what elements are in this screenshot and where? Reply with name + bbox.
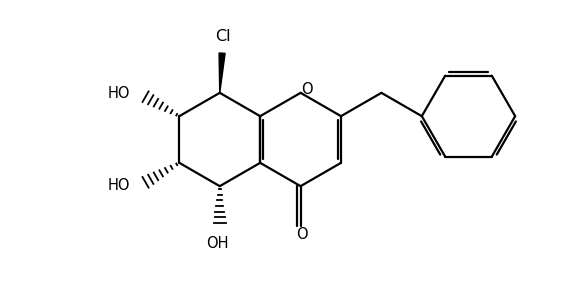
Text: HO: HO (107, 86, 130, 101)
Polygon shape (219, 53, 225, 93)
Text: Cl: Cl (215, 29, 231, 44)
Text: O: O (301, 81, 312, 97)
Text: HO: HO (107, 178, 130, 193)
Text: OH: OH (206, 236, 229, 251)
Text: O: O (296, 227, 307, 242)
